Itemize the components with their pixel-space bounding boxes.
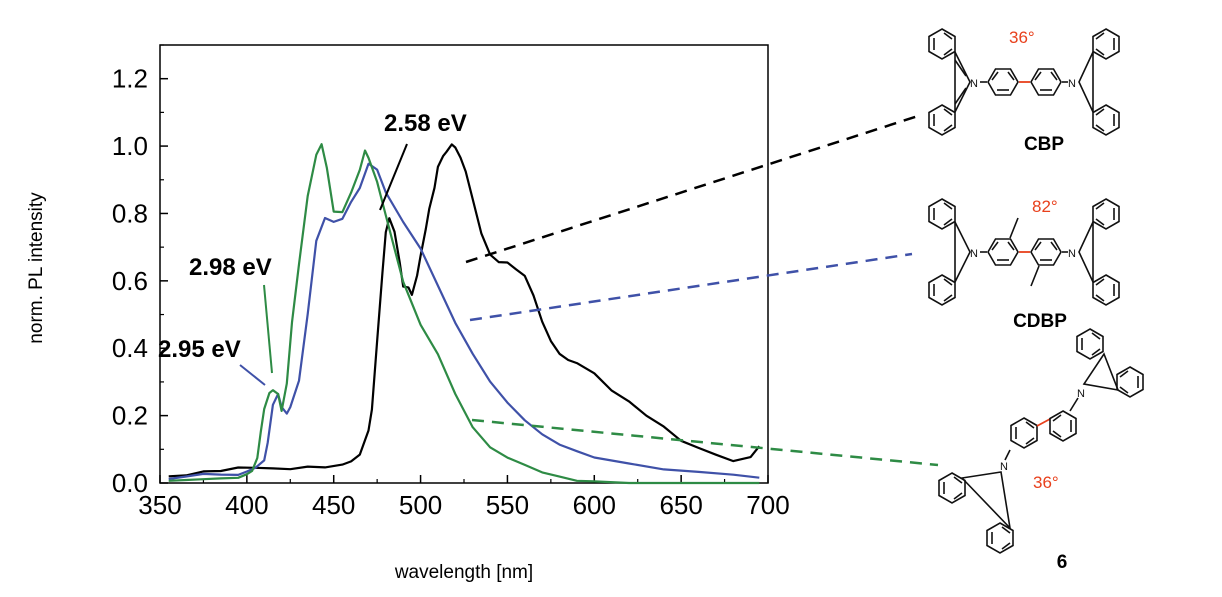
compound-6-label: 6 bbox=[1057, 552, 1068, 573]
y-tick-label: 1.0 bbox=[112, 131, 148, 161]
annotation-2-58-ev-pointer bbox=[379, 143, 408, 211]
compound-6-nitrogen-right: N bbox=[1077, 388, 1085, 400]
cdbp-twist-angle: 82° bbox=[1032, 197, 1058, 216]
x-tick-label: 650 bbox=[659, 490, 702, 520]
molecule-cdbp: N N 82° CDBP bbox=[928, 197, 1120, 332]
y-tick-label: 0.0 bbox=[112, 468, 148, 498]
leader-lines bbox=[465, 114, 939, 467]
series-line-cdbp bbox=[168, 162, 760, 481]
x-axis-ticks: 350 400 450 500 550 600 650 700 bbox=[138, 475, 790, 520]
x-tick-label: 400 bbox=[225, 490, 268, 520]
x-tick-label: 700 bbox=[746, 490, 789, 520]
cdbp-nitrogen-left: N bbox=[970, 248, 978, 260]
x-tick-label: 450 bbox=[312, 490, 355, 520]
x-tick-label: 350 bbox=[138, 490, 181, 520]
annotation-2-98-ev: 2.98 eV bbox=[189, 254, 272, 281]
y-tick-label: 0.4 bbox=[112, 333, 148, 363]
series-line-6 bbox=[168, 143, 760, 485]
y-tick-label: 0.6 bbox=[112, 266, 148, 296]
cbp-label: CBP bbox=[1024, 134, 1064, 155]
cdbp-nitrogen-right: N bbox=[1068, 248, 1076, 260]
cdbp-leader-line bbox=[469, 252, 913, 322]
annotation-group: 2.58 eV 2.98 eV 2.95 eV bbox=[158, 110, 467, 386]
x-tick-label: 600 bbox=[573, 490, 616, 520]
x-tick-label: 550 bbox=[486, 490, 529, 520]
cbp-nitrogen-left: N bbox=[970, 78, 978, 90]
x-tick-label: 500 bbox=[399, 490, 442, 520]
annotation-2-95-ev: 2.95 eV bbox=[158, 336, 241, 363]
y-axis-ticks: 0.0 0.2 0.4 0.6 0.8 1.0 1.2 bbox=[112, 44, 168, 498]
series-line-cbp bbox=[168, 143, 761, 478]
compound-6-twist-angle: 36° bbox=[1033, 473, 1059, 492]
y-tick-label: 0.8 bbox=[112, 198, 148, 228]
plot-area: 350 400 450 500 550 600 650 700 0.0 0.2 0.4 0.6 0.8… bbox=[112, 44, 790, 520]
y-tick-label: 0.2 bbox=[112, 401, 148, 431]
annotation-2-58-ev: 2.58 eV bbox=[384, 110, 467, 137]
y-tick-label: 1.2 bbox=[112, 64, 148, 94]
cbp-nitrogen-right: N bbox=[1068, 78, 1076, 90]
compound-6-nitrogen-left: N bbox=[1000, 461, 1008, 473]
molecule-cbp: N N 36° CBP bbox=[928, 28, 1120, 155]
molecule-compound-6: N N 36° 6 bbox=[938, 328, 1144, 573]
annotation-2-98-ev-pointer bbox=[263, 284, 273, 374]
series-group bbox=[168, 143, 761, 485]
cdbp-label: CDBP bbox=[1013, 311, 1067, 332]
y-axis-label: norm. PL intensity bbox=[26, 192, 47, 344]
annotation-2-95-ev-pointer bbox=[239, 364, 266, 386]
x-axis-label: wavelength [nm] bbox=[394, 562, 533, 583]
compound-6-leader-line bbox=[471, 418, 939, 467]
cbp-leader-line bbox=[465, 114, 919, 264]
cbp-twist-angle: 36° bbox=[1009, 28, 1035, 47]
